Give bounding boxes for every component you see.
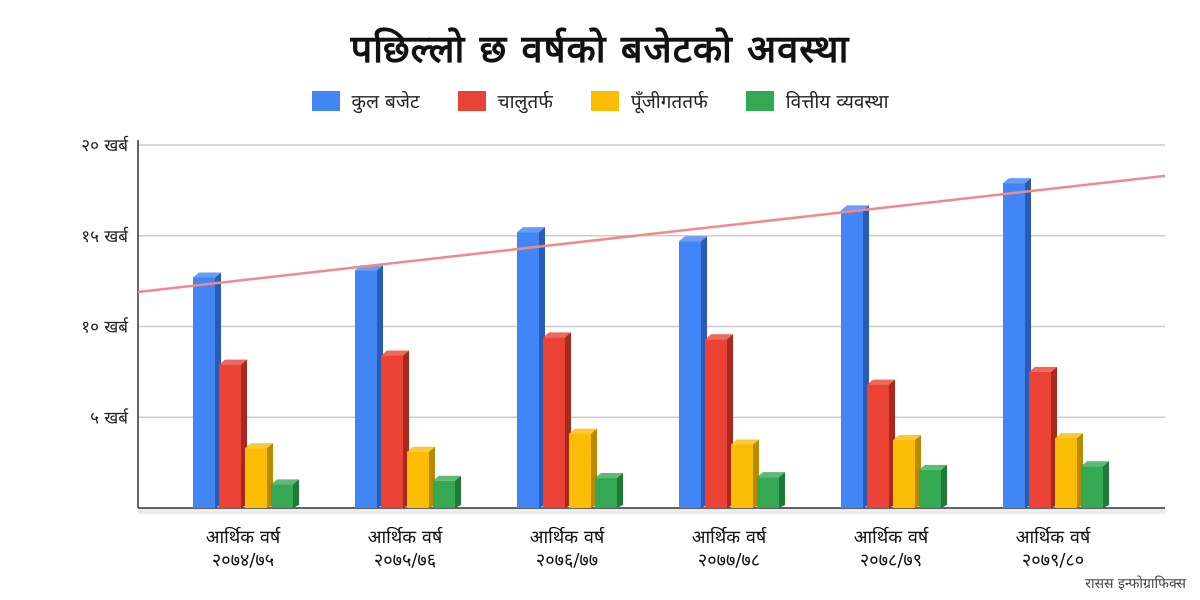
bar-top bbox=[271, 479, 299, 485]
bar bbox=[433, 480, 455, 508]
legend-swatch bbox=[590, 91, 619, 111]
bar-top bbox=[705, 334, 733, 340]
legend-item: चालुतर्फ bbox=[457, 88, 553, 114]
floor bbox=[138, 508, 1165, 514]
x-tick-label: आर्थिक वर्ष bbox=[206, 526, 282, 548]
legend-label: पूँजीगततर्फ bbox=[630, 91, 708, 113]
x-tick-label: २०७४/७५ bbox=[212, 550, 274, 571]
bar-top bbox=[919, 464, 947, 470]
bar bbox=[705, 339, 727, 508]
bar bbox=[271, 484, 293, 508]
bar bbox=[219, 364, 241, 508]
bar-top bbox=[1055, 433, 1083, 439]
bar-side bbox=[941, 464, 947, 508]
legend-item: पूँजीगततर्फ bbox=[590, 88, 708, 114]
bar-side bbox=[455, 475, 461, 508]
legend-swatch bbox=[745, 91, 774, 111]
legend-label: वित्तीय व्यवस्था bbox=[785, 91, 889, 113]
bar bbox=[193, 277, 215, 508]
bar-top bbox=[1003, 178, 1031, 184]
bar-top bbox=[219, 359, 247, 365]
bar bbox=[355, 270, 377, 508]
x-tick-label: २०७९/८० bbox=[1022, 550, 1084, 571]
legend-label: चालुतर्फ bbox=[497, 91, 553, 113]
bar-top bbox=[867, 379, 895, 385]
bar-top bbox=[1029, 366, 1057, 372]
x-tick-label: २०७८/७९ bbox=[860, 550, 922, 571]
legend-item: वित्तीय व्यवस्था bbox=[745, 88, 889, 114]
chart-title: पछिल्लो छ वर्षको बजेटको अवस्था bbox=[350, 27, 850, 71]
credit-text: रासस इन्फोग्राफिक्स bbox=[1085, 576, 1186, 592]
bar-top bbox=[433, 475, 461, 481]
bar bbox=[841, 210, 863, 508]
y-tick-label: २० खर्ब bbox=[81, 135, 129, 156]
y-tick-label: १० खर्ब bbox=[81, 317, 129, 338]
bar bbox=[407, 451, 429, 508]
trendline bbox=[137, 174, 1166, 294]
bar-top bbox=[381, 350, 409, 356]
legend-swatch bbox=[311, 91, 340, 111]
bar bbox=[757, 477, 779, 508]
x-tick-label: आर्थिक वर्ष bbox=[692, 526, 768, 548]
bar-side bbox=[293, 479, 299, 508]
bar-top bbox=[543, 332, 571, 338]
bar bbox=[679, 241, 701, 508]
bar bbox=[1081, 466, 1103, 508]
x-tick-label: २०७७/७८ bbox=[698, 550, 760, 571]
bar bbox=[543, 337, 565, 508]
legend-label: कुल बजेट bbox=[351, 91, 420, 113]
bar bbox=[1029, 371, 1051, 508]
y-tick-label: १५ खर्ब bbox=[81, 226, 129, 247]
bar bbox=[731, 444, 753, 508]
bar bbox=[381, 355, 403, 508]
x-tick-label: २०७५/७६ bbox=[374, 550, 436, 571]
x-tick-label: आर्थिक वर्ष bbox=[854, 526, 930, 548]
bar-side bbox=[779, 472, 785, 508]
bar bbox=[1003, 183, 1025, 509]
bar bbox=[919, 469, 941, 508]
bar-top bbox=[407, 446, 435, 452]
bar-top bbox=[893, 434, 921, 440]
bar bbox=[517, 232, 539, 508]
bar-side bbox=[1103, 461, 1109, 508]
legend-swatch bbox=[457, 91, 486, 111]
bar-top bbox=[569, 428, 597, 434]
bar-top bbox=[517, 227, 545, 233]
bar-top bbox=[731, 439, 759, 445]
legend-item: कुल बजेट bbox=[311, 88, 420, 114]
bar-top bbox=[595, 473, 623, 479]
bar bbox=[867, 384, 889, 508]
bar-side bbox=[617, 473, 623, 508]
legend: कुल बजेट चालुतर्फ पूँजीगततर्फ वित्तीय व्यवस… bbox=[0, 88, 1200, 114]
x-tick-label: आर्थिक वर्ष bbox=[530, 526, 606, 548]
bar bbox=[893, 439, 915, 508]
x-tick-label: आर्थिक वर्ष bbox=[368, 526, 444, 548]
bar-top bbox=[679, 236, 707, 242]
x-tick-label: आर्थिक वर्ष bbox=[1016, 526, 1092, 548]
bar-top bbox=[193, 272, 221, 278]
x-tick-label: २०७६/७७ bbox=[536, 550, 598, 571]
bar bbox=[595, 478, 617, 508]
bar bbox=[569, 433, 591, 508]
bar-top bbox=[245, 443, 273, 449]
bar-top bbox=[1081, 461, 1109, 467]
y-tick-label: ५ खर्ब bbox=[90, 407, 129, 428]
bar bbox=[245, 448, 267, 508]
bar-top bbox=[757, 472, 785, 478]
bar bbox=[1055, 438, 1077, 508]
